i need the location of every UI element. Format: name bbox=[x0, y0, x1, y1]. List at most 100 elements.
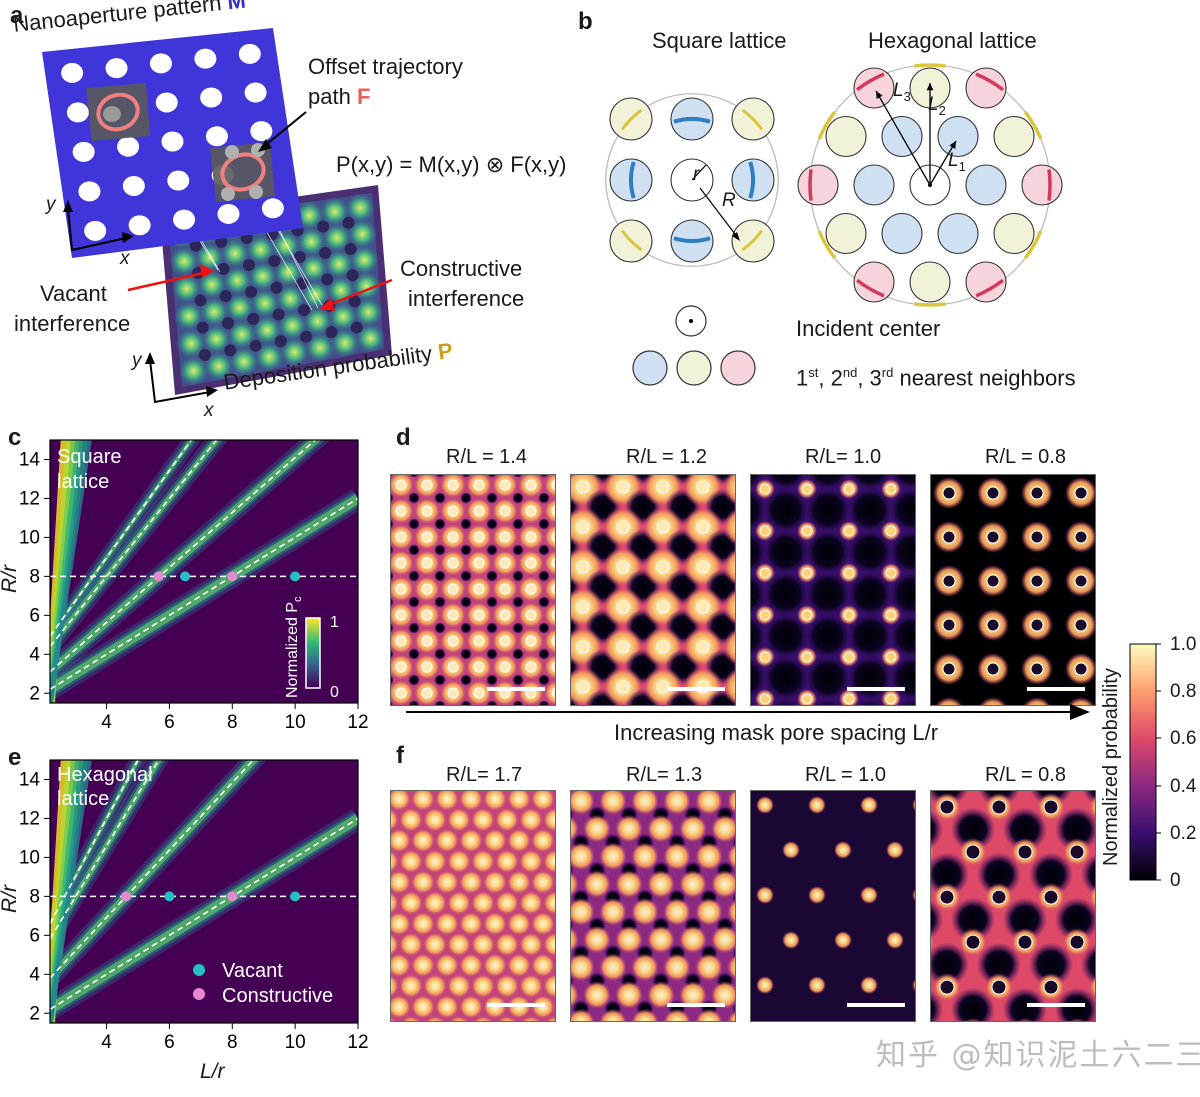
trajectory-window-2 bbox=[210, 142, 275, 202]
hex-lattice-pore-second bbox=[993, 115, 1035, 158]
map-bright-spot bbox=[507, 911, 531, 936]
map-dark-region bbox=[846, 612, 894, 660]
map-bright-spot bbox=[723, 628, 735, 666]
panel-c-ylabel: R/r bbox=[0, 565, 21, 593]
deposition-spot bbox=[224, 292, 255, 323]
map-dark-region bbox=[434, 674, 446, 686]
map-bright-spot bbox=[519, 849, 543, 874]
incident-center-label: Incident center bbox=[796, 316, 941, 341]
vacant-arrow bbox=[127, 264, 214, 292]
map-pore-ring bbox=[1030, 662, 1044, 676]
y-tick-label: 6 bbox=[29, 605, 40, 626]
L1-label: L1 bbox=[948, 150, 966, 174]
map-bright-spot bbox=[583, 814, 611, 843]
mask-symbol: M bbox=[226, 0, 247, 15]
x-tick-label: 8 bbox=[227, 1032, 238, 1050]
map-pore-ring bbox=[616, 520, 630, 534]
map-dark-region bbox=[434, 544, 446, 556]
deposition-spot bbox=[222, 265, 253, 296]
map-pore-ring bbox=[759, 651, 771, 663]
scale-bar bbox=[1027, 687, 1085, 691]
first-neighbor-arc bbox=[673, 236, 711, 243]
map-dark-region bbox=[931, 809, 943, 850]
map-pore-ring bbox=[759, 525, 771, 537]
map-bright-spot bbox=[400, 1015, 422, 1021]
panel-e-heatmap: 4 6 8 10 12 2 4 6 8 10 12 14 bbox=[19, 759, 369, 1050]
map-dark-region bbox=[434, 648, 446, 660]
deposition-spot bbox=[178, 355, 209, 386]
map-pore-ring bbox=[525, 505, 537, 517]
map-dark-region bbox=[1003, 807, 1047, 852]
map-bright-spot bbox=[507, 828, 531, 853]
scale-bar bbox=[487, 1003, 545, 1007]
deposition-vacancy bbox=[217, 263, 230, 275]
map-bright-spot bbox=[471, 807, 495, 832]
deposition-spot bbox=[321, 222, 352, 253]
mask-aperture bbox=[105, 58, 128, 79]
map-dark-region bbox=[538, 570, 550, 582]
map-bright-spot bbox=[495, 807, 519, 832]
map-dark-region bbox=[408, 518, 420, 530]
map-bright-spot bbox=[399, 974, 423, 999]
panel-a-illustration bbox=[42, 28, 393, 404]
map-dark-region bbox=[804, 570, 852, 618]
map-dark-region bbox=[512, 492, 524, 504]
map-background bbox=[751, 791, 915, 1021]
map-pore-ring bbox=[939, 979, 955, 995]
map-dark-region bbox=[512, 596, 524, 608]
map-bright-spot bbox=[599, 953, 627, 982]
map-bright-spot bbox=[663, 791, 691, 815]
mask-aperture bbox=[205, 126, 228, 147]
map-dark-region bbox=[762, 654, 810, 702]
map-pore-ring bbox=[656, 520, 670, 534]
map-bright-spot bbox=[423, 890, 447, 915]
map-pore-ring bbox=[421, 609, 433, 621]
map-bright-spot bbox=[459, 953, 483, 978]
second-neighbor-arc bbox=[817, 230, 837, 260]
map-bright-spot bbox=[782, 1021, 800, 1022]
heatmap-band bbox=[50, 760, 163, 941]
map-bright-spot bbox=[507, 953, 531, 978]
map-bright-spot bbox=[472, 1015, 494, 1021]
map-pore-ring bbox=[525, 557, 537, 569]
map-pore-ring bbox=[843, 483, 855, 495]
map-bright-spot bbox=[647, 980, 675, 1009]
map-dark-region bbox=[434, 596, 446, 608]
map-bright-spot bbox=[391, 933, 399, 956]
map-bright-spot bbox=[544, 654, 555, 680]
map-pore-ring bbox=[447, 661, 459, 673]
colorbar-tick-0.4: 0.4 bbox=[1170, 776, 1197, 797]
map-pore-ring bbox=[1030, 486, 1044, 500]
panel-d-title-1: R/L = 1.4 bbox=[446, 446, 527, 468]
map-bright-spot bbox=[663, 897, 691, 926]
map-dark-region bbox=[767, 696, 805, 705]
map-bright-spot bbox=[723, 548, 735, 586]
map-bright-spot bbox=[459, 911, 483, 936]
map-bright-spot bbox=[399, 890, 423, 915]
x-tick-label: 12 bbox=[347, 712, 368, 730]
map-bright-spot bbox=[727, 843, 735, 870]
R-arrowhead bbox=[732, 232, 740, 241]
map-bright-spot bbox=[423, 849, 447, 874]
mask-aperture bbox=[117, 136, 140, 157]
map-bright-spot bbox=[447, 932, 471, 957]
L3-vector bbox=[875, 90, 931, 186]
y-tick-label: 2 bbox=[29, 683, 40, 704]
hexagonal-lattice-title: Hexagonal lattice bbox=[868, 28, 1037, 53]
map-bright-spot bbox=[544, 1015, 555, 1021]
map-pore-ring bbox=[499, 479, 511, 491]
map-pore-ring bbox=[696, 600, 710, 614]
map-pore-ring bbox=[885, 651, 897, 663]
map-pore-ring bbox=[395, 635, 407, 647]
map-bright-spot bbox=[599, 897, 627, 926]
map-dark-region bbox=[804, 528, 852, 576]
map-pore-ring bbox=[986, 530, 1000, 544]
map-pore-ring bbox=[395, 505, 407, 517]
map-pore-ring bbox=[395, 531, 407, 543]
map-bright-spot bbox=[495, 932, 519, 957]
map-dark-region bbox=[460, 570, 472, 582]
map-pore-ring bbox=[421, 583, 433, 595]
map-pore-ring bbox=[1074, 574, 1088, 588]
axis-y-lower: y bbox=[132, 350, 142, 371]
panel-letter-f: f bbox=[396, 742, 404, 769]
